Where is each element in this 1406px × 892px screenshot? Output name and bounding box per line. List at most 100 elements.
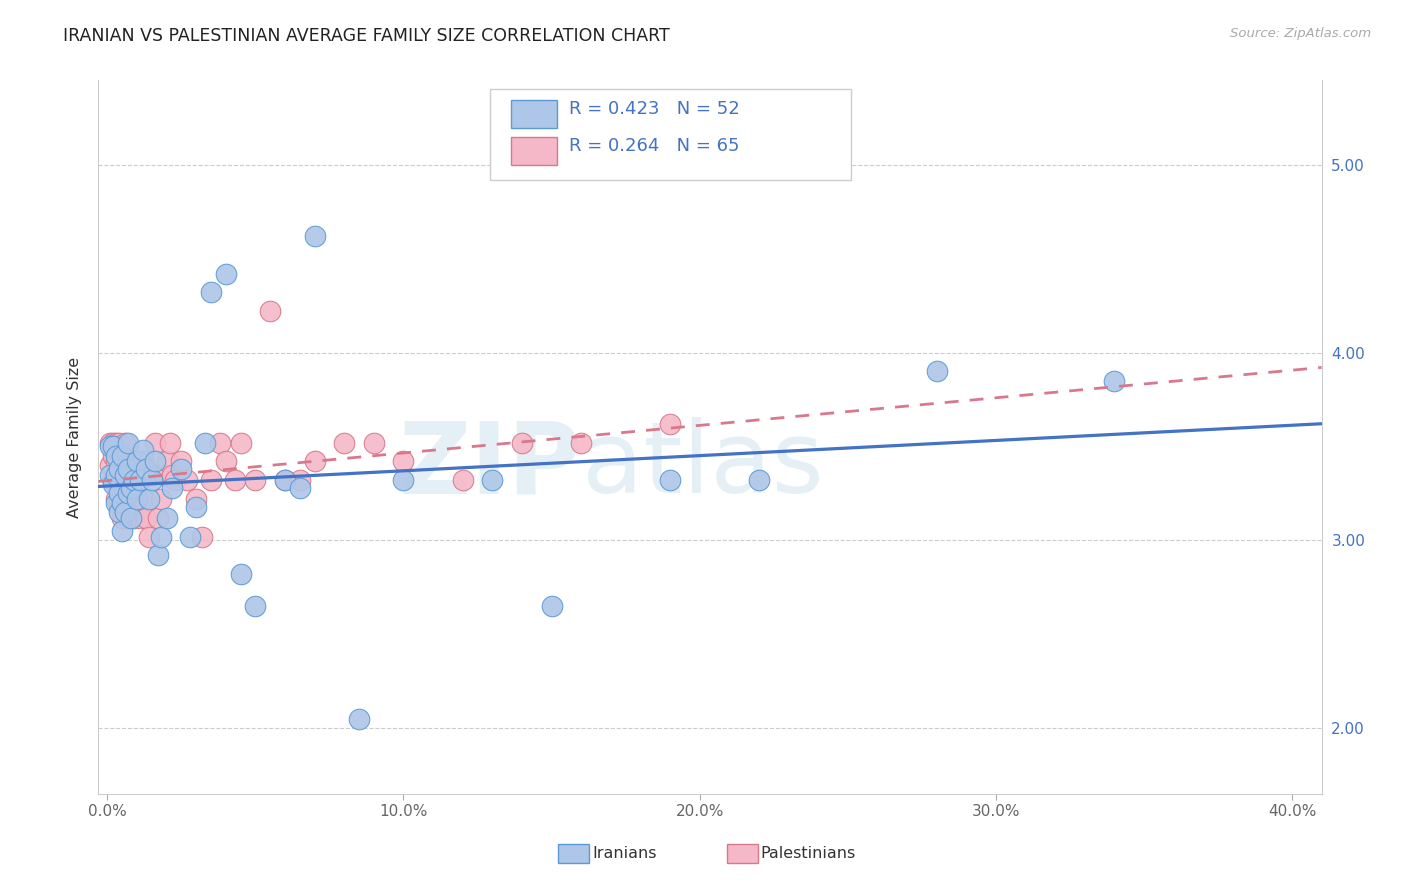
Y-axis label: Average Family Size: Average Family Size	[67, 357, 83, 517]
Point	[111, 473, 134, 487]
Point	[141, 473, 163, 487]
Point	[304, 229, 326, 244]
Point	[274, 473, 297, 487]
Text: R = 0.423   N = 52: R = 0.423 N = 52	[569, 100, 740, 118]
Point	[120, 481, 142, 495]
Point	[132, 491, 155, 506]
Point	[333, 435, 356, 450]
Point	[215, 454, 238, 468]
Point	[135, 462, 157, 476]
Point	[105, 496, 128, 510]
Point	[105, 435, 128, 450]
Point	[392, 473, 415, 487]
Point	[105, 449, 128, 463]
Point	[117, 435, 139, 450]
Point	[540, 599, 562, 613]
Point	[128, 473, 150, 487]
Point	[108, 505, 131, 519]
Text: Palestinians: Palestinians	[761, 847, 856, 861]
Point	[200, 285, 222, 300]
Point	[451, 473, 474, 487]
Point	[128, 467, 150, 482]
Point	[155, 511, 177, 525]
FancyBboxPatch shape	[510, 100, 557, 128]
Point	[200, 473, 222, 487]
Point	[111, 524, 134, 538]
Point	[98, 435, 121, 450]
Point	[108, 435, 131, 450]
Point	[105, 467, 128, 482]
Point	[125, 491, 148, 506]
Point	[128, 511, 150, 525]
Point	[138, 467, 160, 482]
Point	[111, 449, 134, 463]
Point	[146, 511, 169, 525]
Text: IRANIAN VS PALESTINIAN AVERAGE FAMILY SIZE CORRELATION CHART: IRANIAN VS PALESTINIAN AVERAGE FAMILY SI…	[63, 27, 671, 45]
Point	[659, 473, 682, 487]
Point	[215, 267, 238, 281]
Point	[114, 467, 136, 482]
Point	[122, 511, 145, 525]
Point	[108, 486, 131, 500]
Point	[103, 449, 125, 463]
FancyBboxPatch shape	[489, 89, 851, 180]
Point	[170, 454, 193, 468]
Point	[114, 435, 136, 450]
Point	[138, 491, 160, 506]
Point	[125, 454, 148, 468]
Point	[135, 511, 157, 525]
Point	[120, 491, 142, 506]
Point	[569, 435, 592, 450]
Point	[143, 435, 166, 450]
Point	[245, 599, 267, 613]
Point	[98, 440, 121, 454]
Point	[274, 473, 297, 487]
Point	[117, 462, 139, 476]
Point	[120, 511, 142, 525]
Point	[510, 435, 533, 450]
Point	[117, 486, 139, 500]
Point	[186, 500, 208, 514]
Text: ZIP: ZIP	[399, 417, 582, 514]
Point	[186, 491, 208, 506]
Point	[152, 467, 174, 482]
Point	[347, 712, 370, 726]
Point	[229, 435, 252, 450]
Point	[208, 435, 231, 450]
Point	[659, 417, 682, 431]
Point	[159, 435, 181, 450]
Point	[117, 486, 139, 500]
Point	[176, 473, 198, 487]
Point	[111, 496, 134, 510]
FancyBboxPatch shape	[510, 136, 557, 165]
Point	[245, 473, 267, 487]
Point	[125, 491, 148, 506]
Point	[143, 454, 166, 468]
Point	[141, 467, 163, 482]
Point	[162, 481, 184, 495]
Point	[179, 530, 201, 544]
Point	[191, 530, 214, 544]
Point	[125, 454, 148, 468]
Point	[146, 549, 169, 563]
Point	[108, 467, 131, 482]
Point	[111, 511, 134, 525]
Point	[105, 454, 128, 468]
Point	[229, 567, 252, 582]
Point	[288, 473, 311, 487]
Point	[122, 473, 145, 487]
Point	[155, 454, 177, 468]
Point	[117, 511, 139, 525]
Point	[149, 491, 172, 506]
Point	[224, 473, 246, 487]
Text: atlas: atlas	[582, 417, 824, 514]
Point	[98, 458, 121, 473]
Point	[114, 491, 136, 506]
Point	[114, 467, 136, 482]
Point	[135, 467, 157, 482]
Point	[288, 481, 311, 495]
Point	[194, 435, 217, 450]
Point	[363, 435, 385, 450]
Text: Iranians: Iranians	[592, 847, 657, 861]
Point	[122, 467, 145, 482]
